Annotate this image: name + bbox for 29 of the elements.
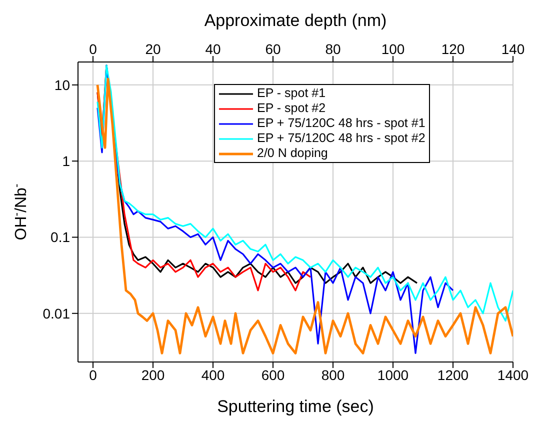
x-tick-label: 600 bbox=[261, 366, 285, 383]
x2-tick-label: 0 bbox=[89, 41, 98, 57]
x2-tick-label: 40 bbox=[205, 41, 221, 57]
y-tick-label: 0.01 bbox=[42, 305, 70, 322]
x2-tick-label: 100 bbox=[381, 41, 405, 57]
x-tick-label: 0 bbox=[89, 366, 98, 383]
x-tick-label: 1000 bbox=[377, 366, 409, 383]
x2-tick-label: 140 bbox=[501, 41, 525, 57]
y-tick-label: 10 bbox=[54, 76, 70, 93]
legend-label: EP + 75/120C 48 hrs - spot #1 bbox=[257, 116, 426, 131]
x-tick-label: 400 bbox=[201, 366, 225, 383]
x2-tick-label: 60 bbox=[265, 41, 281, 57]
x2-tick-label: 120 bbox=[441, 41, 465, 57]
x-tick-label: 1400 bbox=[497, 366, 529, 383]
x-tick-label: 1200 bbox=[437, 366, 469, 383]
x-tick-label: 200 bbox=[141, 366, 165, 383]
legend-label: 2/0 N doping bbox=[257, 146, 328, 161]
x-tick-label: 800 bbox=[321, 366, 345, 383]
x2-axis-title: Approximate depth (nm) bbox=[204, 11, 387, 30]
x-axis-title: Sputtering time (sec) bbox=[217, 397, 374, 416]
line-series bbox=[96, 78, 513, 354]
x2-tick-label: 20 bbox=[145, 41, 161, 57]
line-series bbox=[96, 64, 513, 322]
y-tick-label: 0.1 bbox=[50, 229, 70, 246]
legend-label: EP - spot #2 bbox=[257, 101, 326, 116]
legend-label: EP + 75/120C 48 hrs - spot #2 bbox=[257, 131, 426, 146]
y-tick-label: 1 bbox=[62, 153, 70, 170]
x2-tick-label: 80 bbox=[325, 41, 341, 57]
legend-label: EP - spot #1 bbox=[257, 86, 326, 101]
